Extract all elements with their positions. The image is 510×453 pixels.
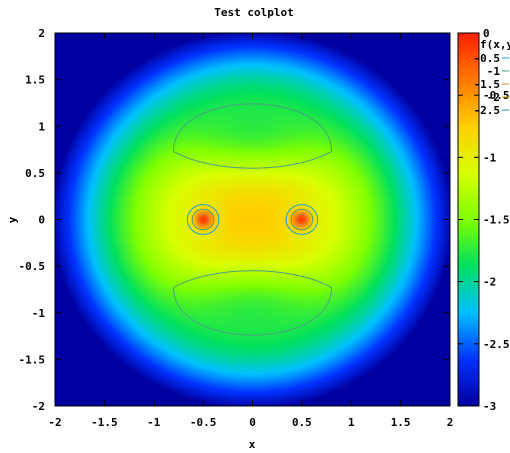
x-tick-label: 0	[249, 416, 256, 429]
y-tick-label: 1	[38, 120, 45, 133]
colorbar-gradient	[458, 33, 479, 406]
x-tick-label: 2	[447, 416, 454, 429]
x-tick-label: -2	[48, 416, 61, 429]
colorbar-tick-label: -0.5	[483, 89, 510, 102]
y-tick-label: -1	[32, 307, 46, 320]
contour-lobe	[172, 103, 333, 169]
y-axis-label: y	[6, 216, 19, 223]
y-tick-label: 1.5	[25, 74, 45, 87]
source-contour	[196, 213, 210, 226]
source-contour	[290, 208, 314, 231]
source-contour	[186, 204, 220, 235]
contour-lines	[172, 103, 333, 336]
source-contour	[295, 213, 309, 226]
colorbar-tick-label: -1.5	[483, 214, 510, 227]
x-tick-label: -1	[147, 416, 161, 429]
legend-entry-label: -1	[487, 65, 501, 78]
chart-title: Test colplot	[214, 6, 293, 19]
colorbar-ticks: 0-0.5-1-1.5-2-2.5-3	[458, 27, 510, 413]
source-contour	[191, 208, 215, 231]
legend-entry-label: -2	[487, 91, 500, 104]
x-tick-label: -1.5	[91, 416, 118, 429]
x-tick-label: 1.5	[391, 416, 411, 429]
colorbar-tick-label: -2.5	[483, 338, 510, 351]
legend-entry-label: -0.5	[474, 52, 501, 65]
legend: f(x,y)-0.5-1-1.5-2-2.5	[474, 38, 510, 117]
y-tick-label: 0	[38, 214, 45, 227]
contour-lobe	[172, 270, 333, 336]
x-tick-label: 0.5	[292, 416, 312, 429]
x-tick-label: -0.5	[190, 416, 217, 429]
heatmap-surface	[55, 33, 450, 406]
y-tick-label: 0.5	[25, 167, 45, 180]
colorbar-tick-label: -3	[483, 400, 496, 413]
legend-entry-label: -1.5	[474, 78, 501, 91]
colorbar-tick-label: -2	[483, 276, 496, 289]
x-tick-label: 1	[348, 416, 355, 429]
x-axis-ticks: -2 -1.5 -1 -0.5 0 0.5 1 1.5 2	[48, 33, 453, 429]
y-tick-label: -0.5	[19, 260, 46, 273]
legend-title: f(x,y)	[480, 38, 510, 51]
colorbar-tick-label: -1	[483, 151, 497, 164]
colorbar-tick-label: 0	[483, 27, 490, 40]
y-axis-ticks: -2 -1.5 -1 -0.5 0 0.5 1 1.5 2	[19, 27, 450, 413]
plot-frame	[54, 32, 451, 407]
source-contour	[285, 204, 319, 235]
x-axis-label: x	[249, 438, 256, 451]
y-tick-label: -2	[32, 400, 45, 413]
legend-entry-label: -2.5	[474, 104, 501, 117]
y-tick-label: -1.5	[19, 353, 46, 366]
y-tick-label: 2	[38, 27, 45, 40]
